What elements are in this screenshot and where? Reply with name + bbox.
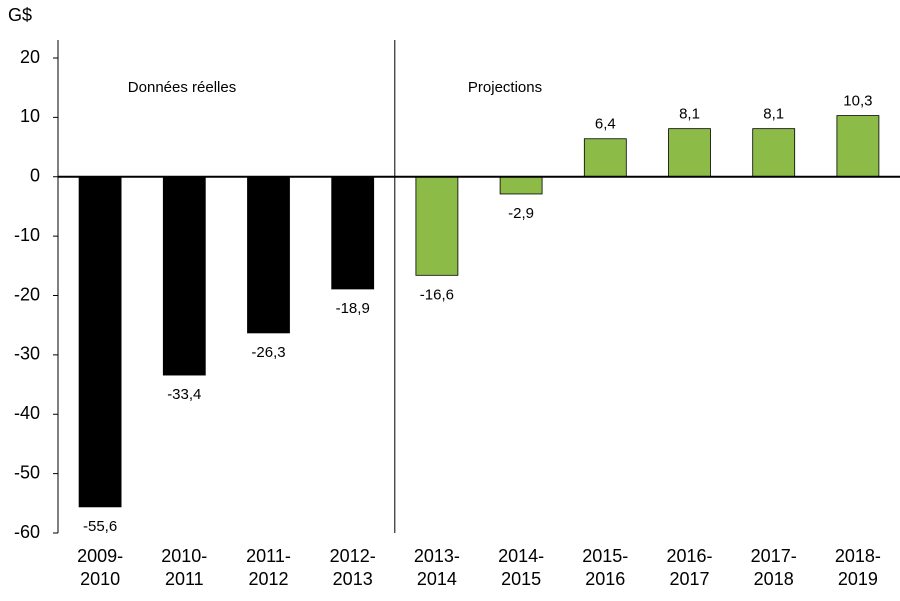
y-tick-label: 20 bbox=[20, 47, 40, 67]
x-tick-label-line: 2011 bbox=[165, 569, 204, 589]
y-tick-label: -30 bbox=[14, 344, 40, 364]
x-tick-label: 2010- 2011 bbox=[161, 546, 207, 589]
x-tick-label-line: 2014- bbox=[498, 546, 544, 566]
y-tick-label: 0 bbox=[30, 166, 40, 186]
x-tick-label-line: 2019 bbox=[838, 569, 878, 589]
bar bbox=[415, 176, 459, 276]
x-tick-label: 2018- 2019 bbox=[835, 546, 881, 589]
x-tick-label: 2013- 2014 bbox=[414, 546, 460, 589]
x-tick-label: 2012- 2013 bbox=[330, 546, 376, 589]
x-tick-label-line: 2015 bbox=[501, 569, 541, 589]
value-label: -55,6 bbox=[83, 518, 117, 535]
unit-label: G$ bbox=[8, 5, 32, 25]
x-tick-label-line: 2017- bbox=[751, 546, 797, 566]
value-label: 8,1 bbox=[763, 106, 784, 123]
x-tick-label: 2017- 2018 bbox=[751, 546, 797, 589]
x-tick-label-line: 2018 bbox=[754, 569, 794, 589]
y-tick-label: -40 bbox=[14, 403, 40, 423]
bar bbox=[247, 176, 290, 334]
x-tick-label-line: 2009- bbox=[77, 546, 123, 566]
x-tick-label: 2009- 2010 bbox=[77, 546, 123, 589]
bar bbox=[162, 176, 206, 376]
y-tick-label: -50 bbox=[14, 462, 40, 482]
x-tick-label-line: 2013 bbox=[333, 569, 373, 589]
bar bbox=[78, 176, 122, 508]
bar bbox=[836, 115, 880, 178]
x-tick-label: 2015- 2016 bbox=[582, 546, 628, 589]
y-tick-label: -60 bbox=[14, 522, 40, 542]
x-tick-label: 2014- 2015 bbox=[498, 546, 544, 589]
x-tick-label-line: 2013- bbox=[414, 546, 460, 566]
bar bbox=[752, 128, 796, 178]
x-tick-label: 2011- 2012 bbox=[246, 546, 291, 589]
bar bbox=[331, 176, 375, 290]
x-tick-label-line: 2010- bbox=[161, 546, 207, 566]
y-tick-label: -20 bbox=[14, 284, 40, 304]
value-label: 8,1 bbox=[679, 106, 700, 123]
x-tick-label-line: 2018- bbox=[835, 546, 881, 566]
value-label: -33,4 bbox=[167, 386, 201, 403]
x-tick-label-line: 2012- bbox=[330, 546, 376, 566]
value-label: -18,9 bbox=[336, 300, 370, 317]
y-tick-label: 10 bbox=[20, 106, 40, 126]
value-label: 10,3 bbox=[843, 93, 872, 110]
value-label: 6,4 bbox=[595, 116, 616, 133]
x-tick-label-line: 2015- bbox=[582, 546, 628, 566]
value-label: -16,6 bbox=[420, 286, 454, 303]
value-label: -26,3 bbox=[251, 344, 285, 361]
bar bbox=[668, 128, 711, 178]
x-tick-label-line: 2016 bbox=[585, 569, 625, 589]
bar bbox=[583, 138, 627, 178]
annotation: Projections bbox=[468, 79, 542, 96]
x-tick-label-line: 2017 bbox=[669, 569, 709, 589]
x-tick-label-line: 2011- bbox=[246, 546, 291, 566]
x-tick-label-line: 2016- bbox=[666, 546, 712, 566]
annotation: Données réelles bbox=[128, 79, 236, 96]
x-tick-label-line: 2014 bbox=[417, 569, 457, 589]
x-tick-label-line: 2012 bbox=[248, 569, 288, 589]
y-tick-label: -10 bbox=[14, 225, 40, 245]
bar bbox=[499, 176, 543, 195]
value-label: -2,9 bbox=[508, 205, 534, 222]
x-tick-label-line: 2010 bbox=[80, 569, 120, 589]
x-tick-label: 2016- 2017 bbox=[666, 546, 712, 589]
